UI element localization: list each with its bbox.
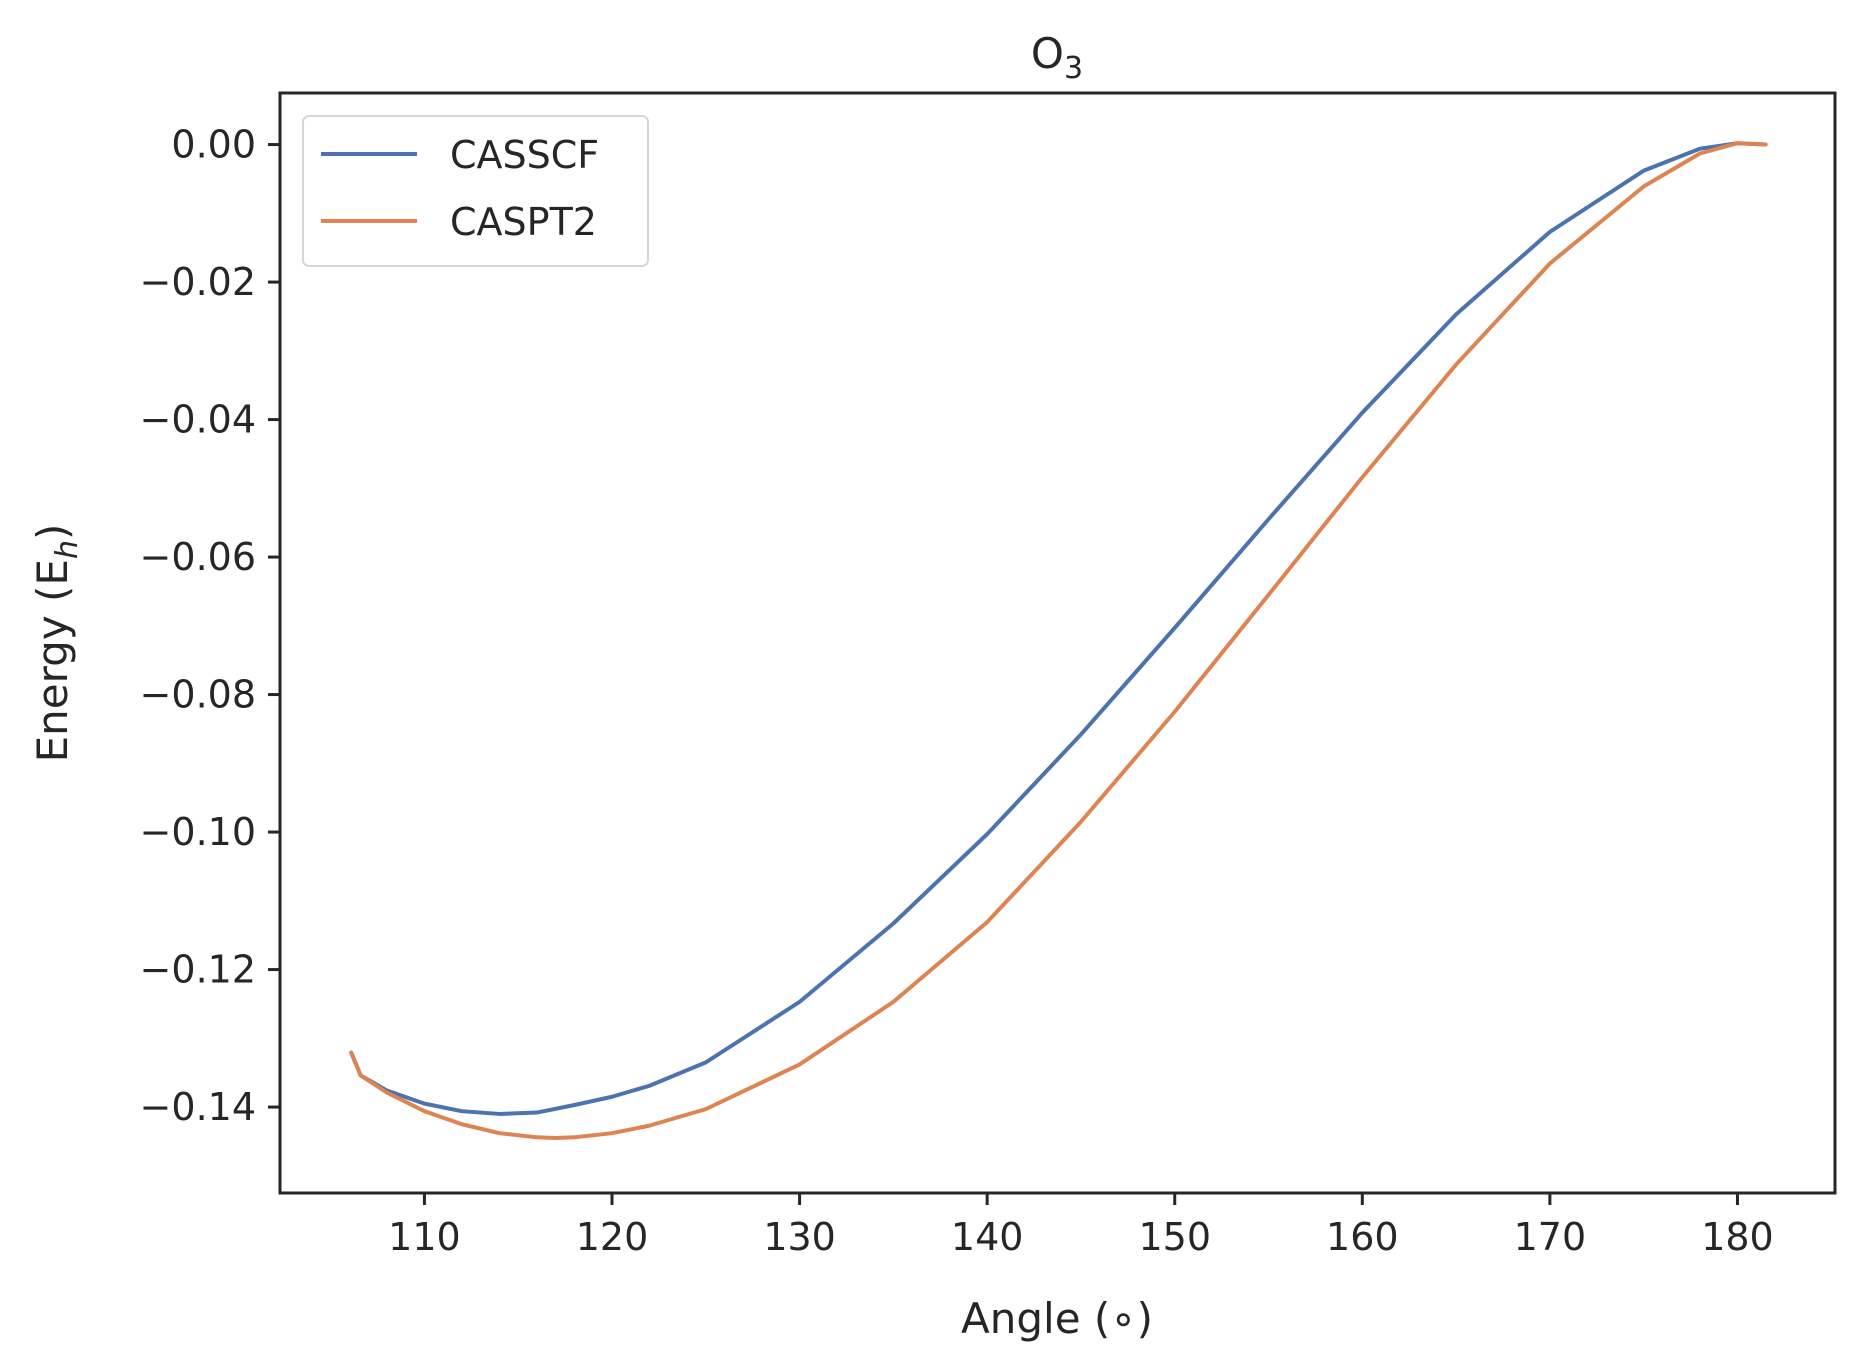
x-axis-label: Angle (∘) [961,1294,1153,1343]
y-axis-ticks: 0.00 −0.02 −0.04 −0.06 −0.08 −0.10 −0.12 −0.14 [140,123,280,1129]
y-axis-label-close: ) [28,524,77,540]
legend-label-caspt2: CASPT2 [450,200,597,244]
x-tick-label: 130 [763,1215,836,1259]
series-line-caspt2 [349,141,1768,1140]
y-tick-label: −0.06 [140,535,256,579]
series-line-casscf [349,141,1768,1116]
x-tick-label: 140 [951,1215,1024,1259]
plot-background [280,93,1835,1193]
chart-title: O3 [1031,29,1083,86]
x-tick-label: 150 [1138,1215,1211,1259]
y-tick-label: −0.14 [140,1085,256,1129]
x-tick-label: 160 [1326,1215,1399,1259]
y-tick-label: −0.02 [140,260,256,304]
x-tick-label: 180 [1701,1215,1774,1259]
series-lines [349,141,1768,1140]
y-tick-label: −0.08 [140,673,256,717]
x-tick-label: 120 [576,1215,649,1259]
y-axis-label: Energy (Eh) [28,524,85,763]
x-axis-ticks: 110 120 130 140 150 160 170 180 [388,1193,1774,1259]
y-tick-label: −0.12 [140,948,256,992]
y-tick-label: −0.10 [140,810,256,854]
legend: CASSCF CASPT2 [302,115,649,267]
y-axis-label-subscript: h [50,540,85,559]
legend-label-casscf: CASSCF [450,133,599,177]
chart-title-subscript: 3 [1064,51,1083,86]
y-tick-label: −0.04 [140,398,256,442]
plot-frame [278,91,1837,1195]
x-tick-label: 110 [388,1215,461,1259]
x-tick-label: 170 [1514,1215,1587,1259]
y-tick-label: 0.00 [171,123,256,167]
